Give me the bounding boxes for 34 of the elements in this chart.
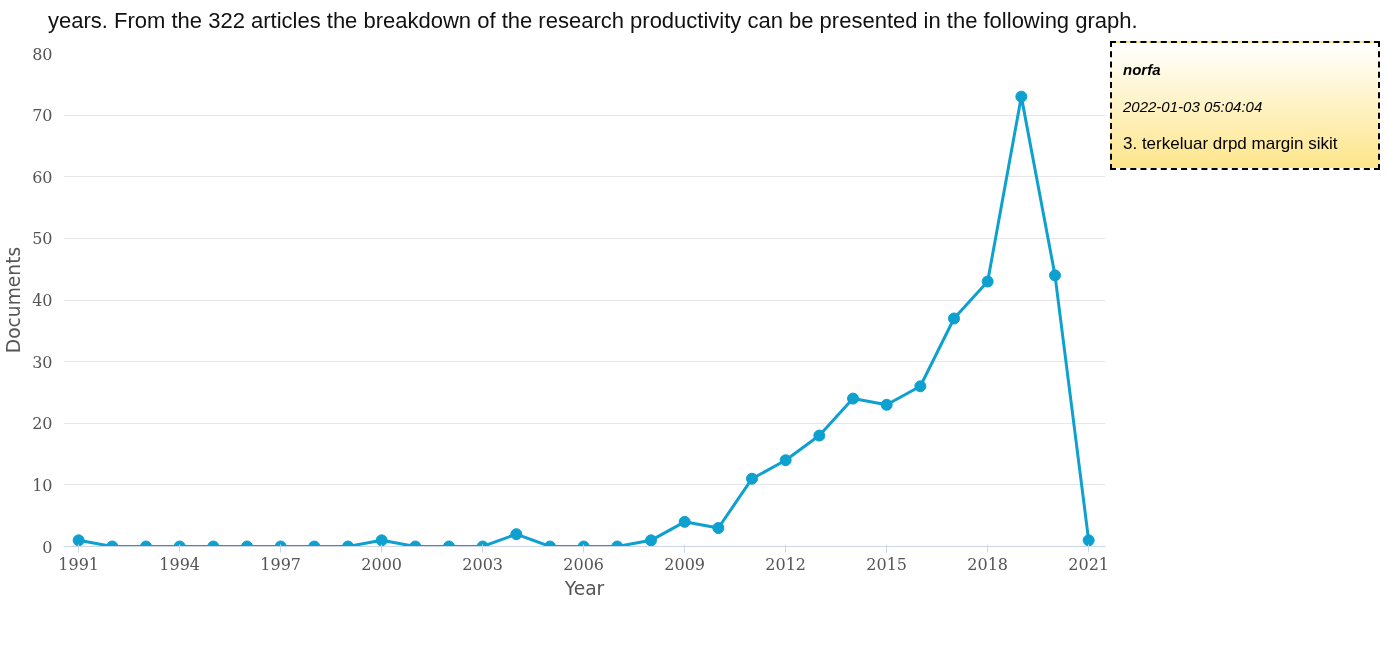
y-axis-title: Documents bbox=[3, 247, 25, 354]
y-tick-label: 50 bbox=[32, 229, 53, 249]
x-tick-label: 2006 bbox=[563, 554, 605, 574]
x-axis-title: Year bbox=[563, 577, 605, 599]
point bbox=[813, 430, 826, 442]
point bbox=[981, 275, 994, 288]
x-tick-label: 1991 bbox=[58, 554, 100, 574]
y-tick-label: 30 bbox=[32, 353, 53, 373]
x-tick-label: 2015 bbox=[866, 554, 908, 574]
x-tick-label: 2018 bbox=[967, 554, 1009, 574]
y-tick-label: 0 bbox=[42, 537, 53, 557]
text: years. From the 322 articles the breakdown of the research productivity can be presented in the following graph. bbox=[48, 7, 1138, 35]
point bbox=[948, 312, 960, 325]
text: norfa bbox=[1123, 60, 1161, 81]
x-tick-label: 2000 bbox=[361, 554, 403, 574]
y-tick-label: 20 bbox=[32, 414, 53, 434]
point bbox=[779, 454, 792, 467]
x-tick-label: 1997 bbox=[260, 554, 302, 574]
point bbox=[847, 393, 859, 406]
y-tick-label: 80 bbox=[32, 44, 53, 64]
y-tick-label: 10 bbox=[32, 476, 53, 496]
text: 3. terkeluar drpd margin sikit bbox=[1123, 133, 1338, 156]
point bbox=[880, 399, 893, 412]
x-tick-label: 1994 bbox=[159, 554, 201, 574]
y-tick-label: 40 bbox=[32, 291, 53, 311]
x-tick-label: 2012 bbox=[765, 554, 807, 574]
x-tick-label: 2021 bbox=[1068, 554, 1110, 574]
point bbox=[1049, 269, 1061, 282]
x-tick-label: 2003 bbox=[462, 554, 504, 574]
y-tick-label: 70 bbox=[32, 106, 53, 126]
y-tick-label: 60 bbox=[32, 168, 53, 188]
x-tick-label: 2009 bbox=[664, 554, 706, 574]
text: 2022-01-03 05:04:04 bbox=[1123, 96, 1263, 117]
point bbox=[914, 380, 927, 393]
